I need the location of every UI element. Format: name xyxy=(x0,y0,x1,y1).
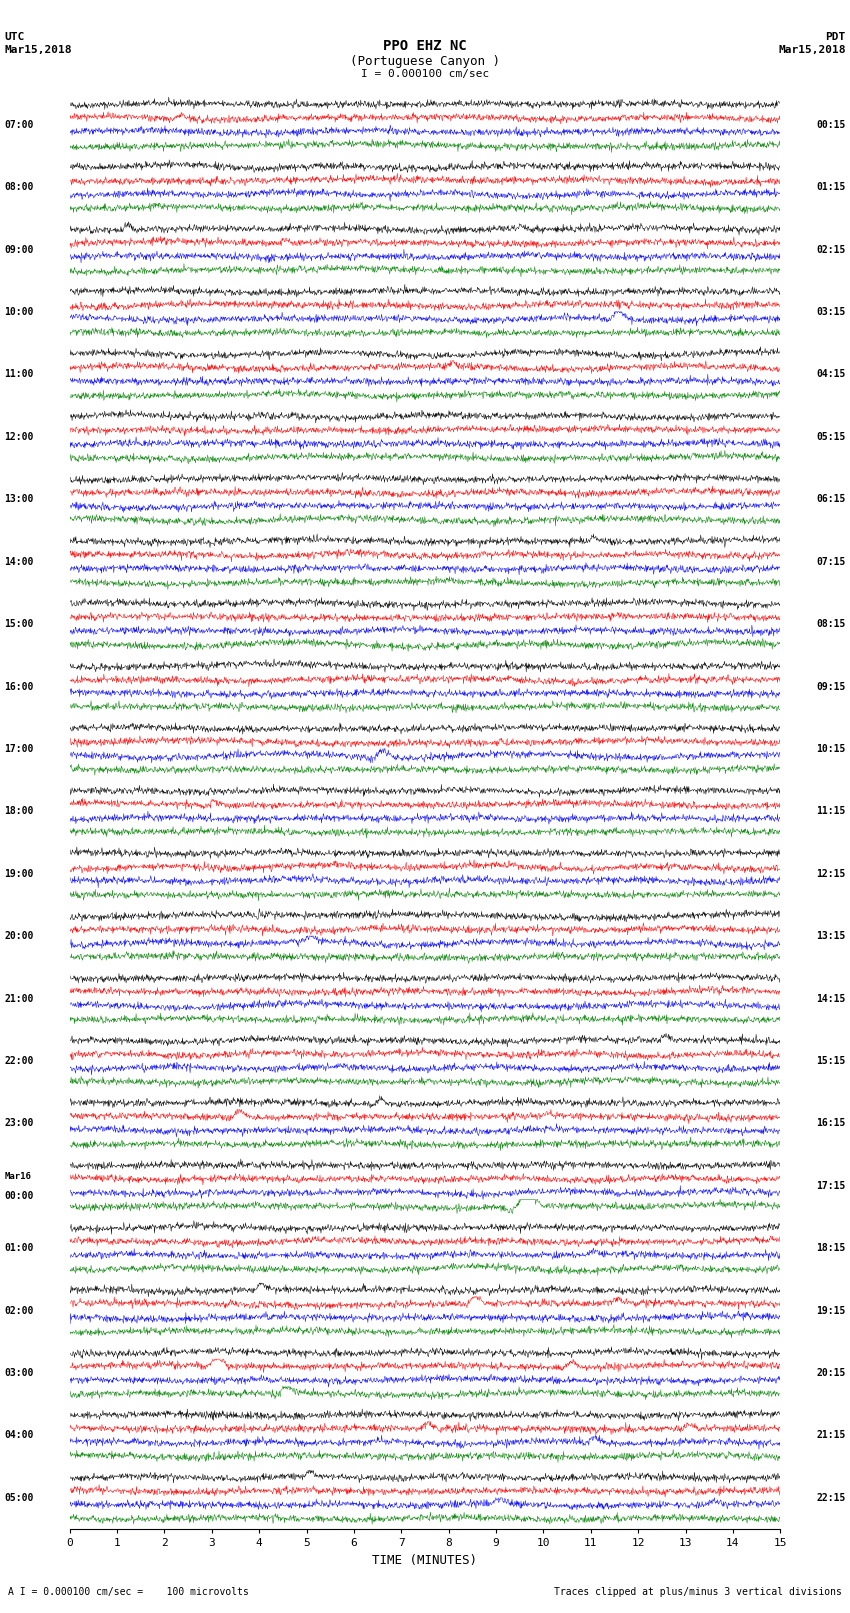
Text: 22:15: 22:15 xyxy=(816,1494,846,1503)
Text: 12:15: 12:15 xyxy=(816,869,846,879)
Text: 22:00: 22:00 xyxy=(4,1057,34,1066)
Text: 15:15: 15:15 xyxy=(816,1057,846,1066)
Text: 19:00: 19:00 xyxy=(4,869,34,879)
Text: 20:15: 20:15 xyxy=(816,1368,846,1378)
Text: 21:15: 21:15 xyxy=(816,1431,846,1440)
Text: 14:00: 14:00 xyxy=(4,556,34,566)
Text: 16:00: 16:00 xyxy=(4,682,34,692)
Text: Mar15,2018: Mar15,2018 xyxy=(4,45,71,55)
Text: 16:15: 16:15 xyxy=(816,1118,846,1129)
Text: Traces clipped at plus/minus 3 vertical divisions: Traces clipped at plus/minus 3 vertical … xyxy=(553,1587,842,1597)
Text: 01:00: 01:00 xyxy=(4,1244,34,1253)
Text: 20:00: 20:00 xyxy=(4,931,34,940)
Text: 02:15: 02:15 xyxy=(816,245,846,255)
Text: 00:15: 00:15 xyxy=(816,119,846,129)
Text: 14:15: 14:15 xyxy=(816,994,846,1003)
Text: 07:15: 07:15 xyxy=(816,556,846,566)
Text: 17:00: 17:00 xyxy=(4,744,34,753)
Text: 05:15: 05:15 xyxy=(816,432,846,442)
Text: Mar16: Mar16 xyxy=(4,1171,31,1181)
Text: I = 0.000100 cm/sec: I = 0.000100 cm/sec xyxy=(361,69,489,79)
Text: 04:15: 04:15 xyxy=(816,369,846,379)
Text: 01:15: 01:15 xyxy=(816,182,846,192)
Text: 02:00: 02:00 xyxy=(4,1305,34,1316)
Text: 05:00: 05:00 xyxy=(4,1494,34,1503)
Text: 13:15: 13:15 xyxy=(816,931,846,940)
Text: 03:15: 03:15 xyxy=(816,306,846,318)
Text: Mar15,2018: Mar15,2018 xyxy=(779,45,846,55)
Text: 11:15: 11:15 xyxy=(816,806,846,816)
Text: 09:15: 09:15 xyxy=(816,682,846,692)
Text: 00:00: 00:00 xyxy=(4,1190,34,1200)
Text: PPO EHZ NC: PPO EHZ NC xyxy=(383,39,467,53)
Text: (Portuguese Canyon ): (Portuguese Canyon ) xyxy=(350,55,500,68)
X-axis label: TIME (MINUTES): TIME (MINUTES) xyxy=(372,1553,478,1566)
Text: 23:00: 23:00 xyxy=(4,1118,34,1129)
Text: 06:15: 06:15 xyxy=(816,494,846,505)
Text: 13:00: 13:00 xyxy=(4,494,34,505)
Text: 04:00: 04:00 xyxy=(4,1431,34,1440)
Text: 10:00: 10:00 xyxy=(4,306,34,318)
Text: 08:15: 08:15 xyxy=(816,619,846,629)
Text: 11:00: 11:00 xyxy=(4,369,34,379)
Text: 10:15: 10:15 xyxy=(816,744,846,753)
Text: 12:00: 12:00 xyxy=(4,432,34,442)
Text: 19:15: 19:15 xyxy=(816,1305,846,1316)
Text: 15:00: 15:00 xyxy=(4,619,34,629)
Text: 03:00: 03:00 xyxy=(4,1368,34,1378)
Text: 08:00: 08:00 xyxy=(4,182,34,192)
Text: PDT: PDT xyxy=(825,32,846,42)
Text: A I = 0.000100 cm/sec =    100 microvolts: A I = 0.000100 cm/sec = 100 microvolts xyxy=(8,1587,249,1597)
Text: 07:00: 07:00 xyxy=(4,119,34,129)
Text: 17:15: 17:15 xyxy=(816,1181,846,1190)
Text: UTC: UTC xyxy=(4,32,25,42)
Text: 18:00: 18:00 xyxy=(4,806,34,816)
Text: 09:00: 09:00 xyxy=(4,245,34,255)
Text: 18:15: 18:15 xyxy=(816,1244,846,1253)
Text: 21:00: 21:00 xyxy=(4,994,34,1003)
